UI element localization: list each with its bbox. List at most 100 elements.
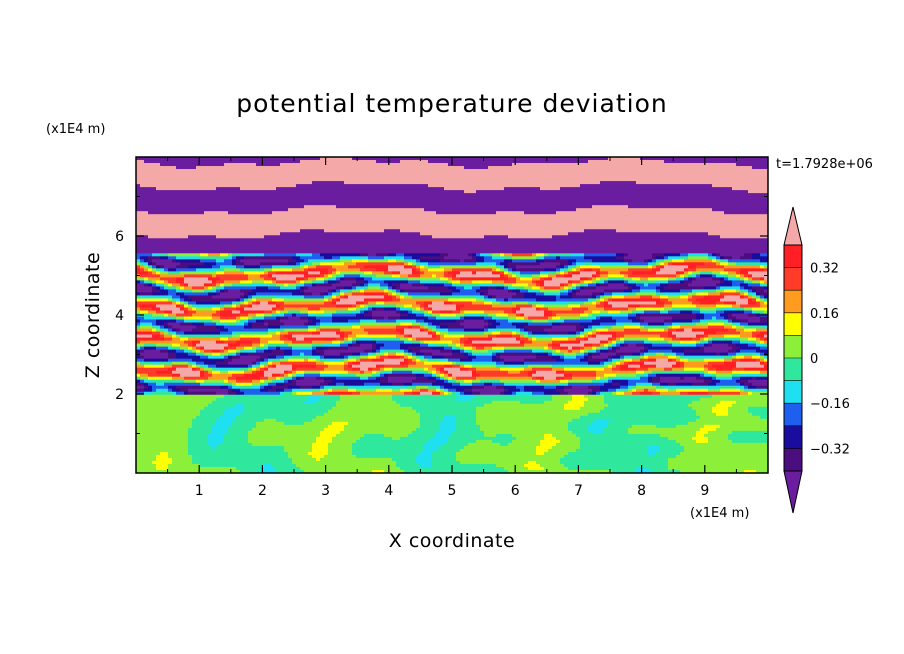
- field-cell: [228, 232, 233, 236]
- field-cell: [196, 436, 201, 441]
- field-cell: [136, 202, 141, 206]
- field-cell: [148, 391, 153, 396]
- field-cell: [164, 304, 169, 309]
- field-cell: [216, 181, 221, 185]
- field-cell: [180, 412, 185, 417]
- field-cell: [204, 439, 209, 444]
- field-cell: [180, 355, 185, 360]
- field-cell: [184, 298, 189, 303]
- field-cell: [228, 193, 233, 197]
- field-cell: [140, 202, 145, 206]
- field-cell: [216, 322, 221, 327]
- field-cell: [188, 319, 193, 324]
- field-cell: [148, 355, 153, 360]
- field-cell: [196, 364, 201, 369]
- field-cell: [144, 430, 149, 435]
- field-cell: [156, 379, 161, 384]
- field-cell: [200, 193, 205, 197]
- field-cell: [164, 439, 169, 444]
- field-cell: [196, 352, 201, 357]
- field-cell: [220, 250, 225, 254]
- field-cell: [224, 355, 229, 360]
- field-cell: [208, 403, 213, 408]
- field-cell: [160, 160, 165, 164]
- field-cell: [144, 451, 149, 456]
- field-cell: [204, 376, 209, 381]
- field-cell: [224, 280, 229, 284]
- field-cell: [148, 415, 153, 420]
- field-cell: [188, 400, 193, 405]
- field-cell: [152, 364, 157, 369]
- field-cell: [216, 205, 221, 209]
- field-cell: [152, 370, 157, 375]
- field-cell: [192, 268, 197, 272]
- field-cell: [192, 358, 197, 363]
- field-cell: [196, 202, 201, 206]
- field-cell: [172, 409, 177, 414]
- field-cell: [180, 292, 185, 297]
- field-cell: [200, 286, 205, 291]
- field-cell: [136, 334, 141, 339]
- field-cell: [184, 385, 189, 390]
- field-cell: [192, 310, 197, 315]
- field-cell: [136, 268, 141, 272]
- field-cell: [172, 367, 177, 372]
- field-cell: [216, 274, 221, 278]
- field-cell: [148, 442, 153, 447]
- field-cell: [172, 316, 177, 321]
- field-cell: [136, 457, 141, 462]
- field-cell: [216, 184, 221, 188]
- field-cell: [216, 436, 221, 441]
- field-cell: [188, 223, 193, 227]
- field-cell: [188, 202, 193, 206]
- field-cell: [224, 403, 229, 408]
- field-cell: [180, 469, 185, 473]
- field-cell: [160, 442, 165, 447]
- field-cell: [168, 424, 173, 429]
- field-cell: [168, 196, 173, 200]
- field-cell: [192, 187, 197, 191]
- field-cell: [200, 244, 205, 248]
- field-cell: [224, 469, 229, 473]
- field-cell: [216, 406, 221, 411]
- field-cell: [212, 184, 217, 188]
- field-cell: [184, 277, 189, 281]
- field-cell: [172, 208, 177, 212]
- field-cell: [204, 394, 209, 399]
- field-cell: [148, 412, 153, 417]
- field-cell: [220, 439, 225, 444]
- field-cell: [228, 427, 233, 432]
- field-cell: [228, 166, 233, 170]
- field-cell: [172, 265, 177, 269]
- field-cell: [136, 187, 141, 191]
- field-cell: [188, 286, 193, 291]
- field-cell: [216, 304, 221, 309]
- field-cell: [184, 424, 189, 429]
- field-cell: [208, 427, 213, 432]
- field-cell: [168, 184, 173, 188]
- field-cell: [176, 301, 181, 306]
- field-cell: [200, 454, 205, 459]
- field-cell: [192, 247, 197, 251]
- field-cell: [184, 259, 189, 263]
- field-cell: [220, 226, 225, 230]
- field-cell: [168, 256, 173, 260]
- field-cell: [176, 286, 181, 291]
- field-cell: [200, 427, 205, 432]
- field-cell: [140, 256, 145, 260]
- field-cell: [168, 235, 173, 239]
- field-cell: [196, 457, 201, 462]
- field-cell: [156, 268, 161, 272]
- field-cell: [148, 340, 153, 345]
- field-cell: [188, 178, 193, 182]
- field-cell: [208, 463, 213, 468]
- field-cell: [148, 205, 153, 209]
- field-cell: [140, 448, 145, 453]
- field-cell: [148, 262, 153, 266]
- field-cell: [196, 301, 201, 306]
- field-cell: [172, 163, 177, 167]
- field-cell: [140, 238, 145, 242]
- field-cell: [168, 328, 173, 333]
- field-cell: [148, 394, 153, 399]
- field-cell: [224, 184, 229, 188]
